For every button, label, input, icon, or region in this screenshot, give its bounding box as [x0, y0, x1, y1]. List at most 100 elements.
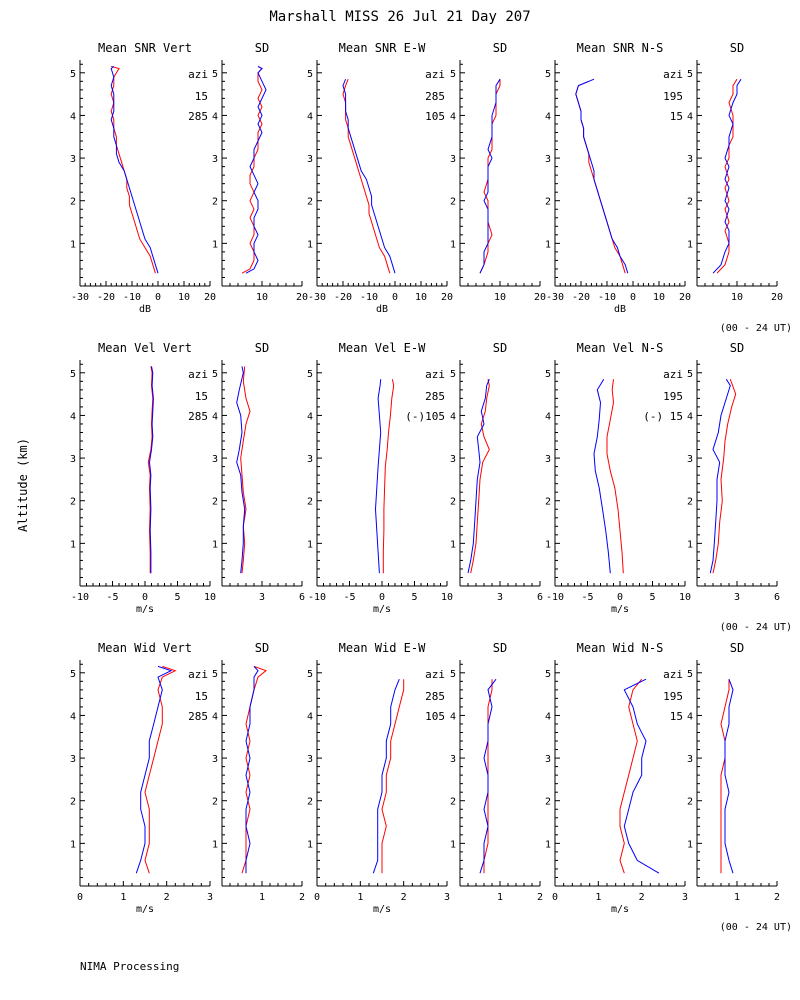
- y-tick-label: 2: [70, 797, 76, 808]
- x-tick-label: -10: [123, 292, 141, 303]
- y-tick-label: 2: [70, 497, 76, 508]
- y-tick-label: 2: [450, 197, 456, 208]
- y-tick-label: 1: [307, 839, 313, 850]
- x-tick-label: 3: [734, 592, 740, 603]
- legend-header: azi: [188, 68, 208, 81]
- x-axis-label: m/s: [373, 604, 391, 615]
- y-tick-label: 2: [450, 497, 456, 508]
- x-axis-label: m/s: [136, 904, 154, 915]
- y-tick-label: 1: [545, 839, 551, 850]
- x-tick-label: 10: [494, 292, 506, 303]
- y-tick-label: 4: [70, 711, 76, 722]
- y-tick-label: 2: [545, 197, 551, 208]
- y-tick-label: 1: [307, 239, 313, 250]
- panel-title: Mean Wid Vert: [98, 641, 192, 655]
- x-tick-label: 3: [444, 892, 450, 903]
- panel-2-1: SD 1 2 3 4 5 1 2: [212, 641, 305, 903]
- legend-entry-red: 195: [663, 90, 683, 103]
- y-tick-label: 5: [545, 369, 551, 380]
- y-tick-label: 4: [687, 111, 693, 122]
- panel-title: Mean SNR Vert: [98, 41, 192, 55]
- figure-title: Marshall MISS 26 Jul 21 Day 207: [269, 9, 530, 25]
- x-tick-label: 0: [142, 592, 148, 603]
- legend-entry-red: 15: [195, 390, 208, 403]
- y-tick-label: 4: [70, 111, 76, 122]
- series-line-red: [240, 366, 251, 574]
- y-tick-label: 3: [545, 154, 551, 165]
- y-tick-label: 3: [70, 754, 76, 765]
- series-line-blue: [593, 378, 611, 574]
- panel-title: Mean Wid N-S: [577, 641, 664, 655]
- y-tick-label: 5: [70, 69, 76, 80]
- y-tick-label: 5: [70, 369, 76, 380]
- x-axis-label: m/s: [373, 904, 391, 915]
- y-tick-label: 5: [70, 669, 76, 680]
- panel-2-0: Mean Wid Vert 1 2 3 4 5 0 1 2 3 m/s azi 15 285: [70, 641, 213, 915]
- x-axis-label: dB: [614, 304, 626, 315]
- series-line-blue: [467, 379, 490, 574]
- panel-1-4: Mean Vel N-S 1 2 3 4 5 -10 -5 0 5 10 m/s azi 195 (-) 1…: [545, 341, 691, 615]
- panel-2-2: Mean Wid E-W 1 2 3 4 5 0 1 2 3 m/s azi 285 105: [307, 641, 450, 915]
- x-tick-label: 20: [771, 292, 783, 303]
- x-tick-label: 1: [497, 892, 503, 903]
- y-tick-label: 2: [307, 197, 313, 208]
- x-tick-label: 2: [401, 892, 407, 903]
- x-tick-label: 10: [441, 592, 453, 603]
- series-line-blue: [245, 666, 259, 874]
- x-tick-label: 10: [415, 292, 427, 303]
- legend-entry-blue: 15: [670, 110, 683, 123]
- series-line-red: [575, 80, 626, 274]
- y-tick-label: 3: [687, 154, 693, 165]
- legend-entry-blue: 285: [188, 110, 208, 123]
- x-tick-label: 0: [155, 292, 161, 303]
- x-tick-label: 10: [653, 292, 665, 303]
- legend-entry-blue: (-)105: [405, 410, 445, 423]
- y-tick-label: 2: [307, 797, 313, 808]
- x-tick-label: 1: [357, 892, 363, 903]
- panel-2-4: Mean Wid N-S 1 2 3 4 5 0 1 2 3 m/s azi 195 15: [545, 641, 688, 915]
- y-tick-label: 4: [450, 111, 456, 122]
- x-tick-label: -5: [106, 592, 118, 603]
- series-line-blue: [623, 678, 660, 874]
- legend-entry-blue: (-) 15: [643, 410, 683, 423]
- panel-2-3: SD 1 2 3 4 5 1 2: [450, 641, 543, 903]
- y-tick-label: 3: [307, 754, 313, 765]
- x-tick-label: -30: [71, 292, 89, 303]
- panel-0-4: Mean SNR N-S 1 2 3 4 5 -30 -20 -10 0 10 20 dB azi 195 1…: [545, 41, 691, 315]
- y-tick-label: 5: [450, 669, 456, 680]
- y-tick-label: 3: [687, 454, 693, 465]
- x-tick-label: 0: [392, 292, 398, 303]
- x-axis-label: dB: [376, 304, 388, 315]
- y-tick-label: 4: [212, 111, 218, 122]
- x-tick-label: 6: [299, 592, 305, 603]
- x-tick-label: 2: [164, 892, 170, 903]
- x-tick-label: 2: [537, 892, 543, 903]
- panel-title: SD: [255, 41, 269, 55]
- y-tick-label: 3: [545, 754, 551, 765]
- y-tick-label: 2: [212, 797, 218, 808]
- y-tick-label: 3: [307, 454, 313, 465]
- y-tick-label: 3: [450, 754, 456, 765]
- y-tick-label: 4: [545, 111, 551, 122]
- series-line-red: [110, 65, 156, 274]
- x-tick-label: 0: [630, 292, 636, 303]
- x-tick-label: 20: [534, 292, 546, 303]
- y-tick-label: 2: [687, 497, 693, 508]
- x-tick-label: -10: [546, 592, 564, 603]
- y-tick-label: 1: [687, 839, 693, 850]
- time-note-row-3: (00 - 24 UT): [720, 922, 792, 933]
- x-tick-label: 0: [77, 892, 83, 903]
- x-tick-label: 10: [731, 292, 743, 303]
- y-tick-label: 5: [450, 69, 456, 80]
- series-line-red: [382, 379, 395, 574]
- y-tick-label: 1: [212, 539, 218, 550]
- panel-title: Mean Vel N-S: [577, 341, 664, 355]
- series-line-blue: [709, 378, 731, 574]
- legend-entry-blue: 105: [425, 110, 445, 123]
- x-tick-label: 20: [441, 292, 453, 303]
- x-tick-label: 10: [204, 592, 216, 603]
- y-tick-label: 5: [545, 669, 551, 680]
